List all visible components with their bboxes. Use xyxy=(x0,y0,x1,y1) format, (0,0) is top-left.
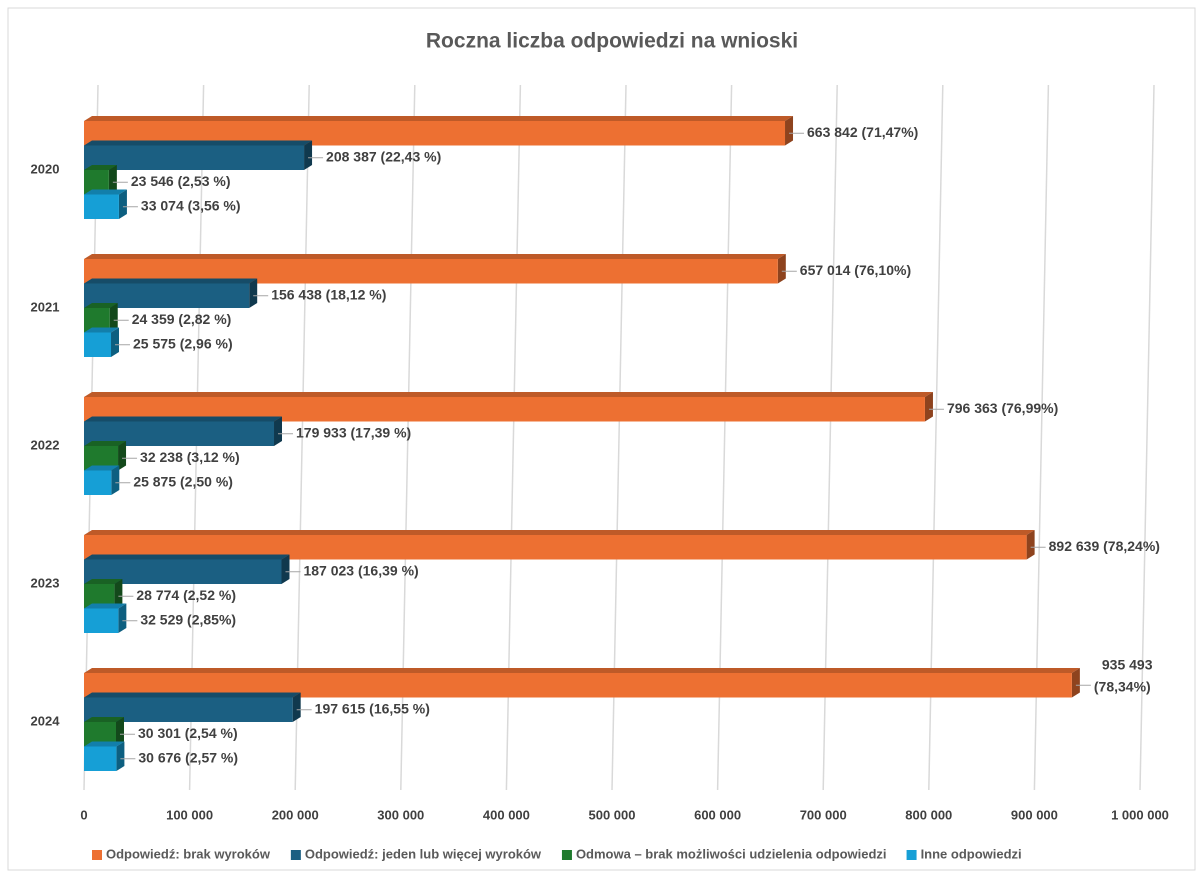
bar-side xyxy=(1071,668,1080,698)
y-tick-label: 2022 xyxy=(31,437,60,452)
bar-top xyxy=(84,189,127,195)
legend-swatch xyxy=(906,850,917,860)
x-tick-label: 100 000 xyxy=(166,807,213,822)
data-label: 28 774 (2,52 %) xyxy=(136,587,236,603)
data-label: 30 301 (2,54 %) xyxy=(138,725,238,741)
bar-top xyxy=(84,579,123,584)
bar-top xyxy=(84,465,120,471)
x-tick-label: 200 000 xyxy=(272,807,319,822)
legend-swatch xyxy=(290,850,301,860)
bar-side xyxy=(777,254,786,284)
data-label: 33 074 (3,56 %) xyxy=(141,197,241,213)
data-label: 156 438 (18,12 %) xyxy=(271,286,386,302)
y-tick-label: 2024 xyxy=(31,713,61,728)
bar-side xyxy=(292,692,301,722)
data-label: 179 933 (17,39 %) xyxy=(296,424,411,440)
bar xyxy=(84,608,119,633)
bar-side xyxy=(114,579,123,609)
data-label: 197 615 (16,55 %) xyxy=(315,700,430,716)
bar-side xyxy=(785,116,794,146)
bar-side xyxy=(109,303,118,333)
bar-side xyxy=(281,554,290,584)
data-label: 30 676 (2,57 %) xyxy=(138,749,238,765)
legend-swatch xyxy=(561,850,572,860)
bar-side xyxy=(115,717,124,747)
bar-top xyxy=(84,717,124,722)
bar-top xyxy=(84,530,1035,535)
legend-label: Inne odpowiedzi xyxy=(921,846,1022,861)
x-tick-label: 500 000 xyxy=(589,807,636,822)
bar xyxy=(84,746,117,771)
data-label: 24 359 (2,82 %) xyxy=(132,311,232,327)
x-tick-label: 700 000 xyxy=(800,807,847,822)
bar-side xyxy=(249,278,258,308)
bar-top xyxy=(84,327,120,333)
data-label: 187 023 (16,39 %) xyxy=(303,562,418,578)
data-label: 796 363 (76,99%) xyxy=(947,400,1058,416)
x-tick-label: 900 000 xyxy=(1011,807,1058,822)
bar-top xyxy=(84,692,301,698)
x-tick-label: 0 xyxy=(80,807,87,822)
bar-top xyxy=(84,303,118,308)
y-tick-label: 2020 xyxy=(31,161,60,176)
data-label: 935 493 (78,34%) xyxy=(1094,656,1157,694)
data-label: 657 014 (76,10%) xyxy=(800,262,911,278)
bar-top xyxy=(84,392,933,397)
bar-top xyxy=(84,603,127,609)
bar-side xyxy=(924,392,933,422)
y-tick-label: 2023 xyxy=(31,575,60,590)
x-tick-label: 400 000 xyxy=(483,807,530,822)
legend-label: Odpowiedź: brak wyroków xyxy=(106,846,271,861)
bar-top xyxy=(84,668,1080,673)
data-label: 32 238 (3,12 %) xyxy=(140,449,240,465)
data-label: 32 529 (2,85%) xyxy=(140,611,236,627)
bar-top xyxy=(84,278,258,284)
legend-label: Odmowa – brak możliwości udzielenia odpo… xyxy=(576,846,887,861)
bar-side xyxy=(111,465,120,495)
bar-top xyxy=(84,441,127,446)
bar-side xyxy=(118,603,127,633)
bar-side xyxy=(116,741,125,771)
data-label: 23 546 (2,53 %) xyxy=(131,173,231,189)
data-label: 25 875 (2,50 %) xyxy=(133,473,233,489)
data-label: 892 639 (78,24%) xyxy=(1049,538,1160,554)
bar-side xyxy=(118,441,127,471)
data-label: 208 387 (22,43 %) xyxy=(326,148,441,164)
bar-top xyxy=(84,165,117,170)
bar xyxy=(84,145,305,170)
data-label: 25 575 (2,96 %) xyxy=(133,335,233,351)
bar-top xyxy=(84,416,283,422)
x-tick-label: 600 000 xyxy=(694,807,741,822)
bar-side xyxy=(108,165,117,195)
chart-title: Roczna liczba odpowiedzi na wnioski xyxy=(426,30,798,53)
bar xyxy=(84,470,112,495)
x-tick-label: 300 000 xyxy=(377,807,424,822)
bar-side xyxy=(304,140,313,170)
bar-side xyxy=(118,189,127,219)
bar-side xyxy=(1026,530,1035,560)
bar-side xyxy=(111,327,120,357)
x-tick-label: 800 000 xyxy=(905,807,952,822)
bar-top xyxy=(84,116,794,121)
legend-label: Odpowiedź: jeden lub więcej wyroków xyxy=(305,846,542,861)
data-label: 663 842 (71,47%) xyxy=(807,124,918,140)
x-tick-label: 1 000 000 xyxy=(1111,807,1169,822)
bar xyxy=(84,194,119,219)
bar xyxy=(84,332,112,357)
bar-top xyxy=(84,140,313,146)
grid-line xyxy=(1139,84,1155,791)
bar-top xyxy=(84,554,290,560)
y-tick-label: 2021 xyxy=(31,299,60,314)
bar-side xyxy=(274,416,283,446)
legend-swatch xyxy=(92,850,102,860)
bar-top xyxy=(84,254,786,259)
bar-top xyxy=(84,741,125,747)
